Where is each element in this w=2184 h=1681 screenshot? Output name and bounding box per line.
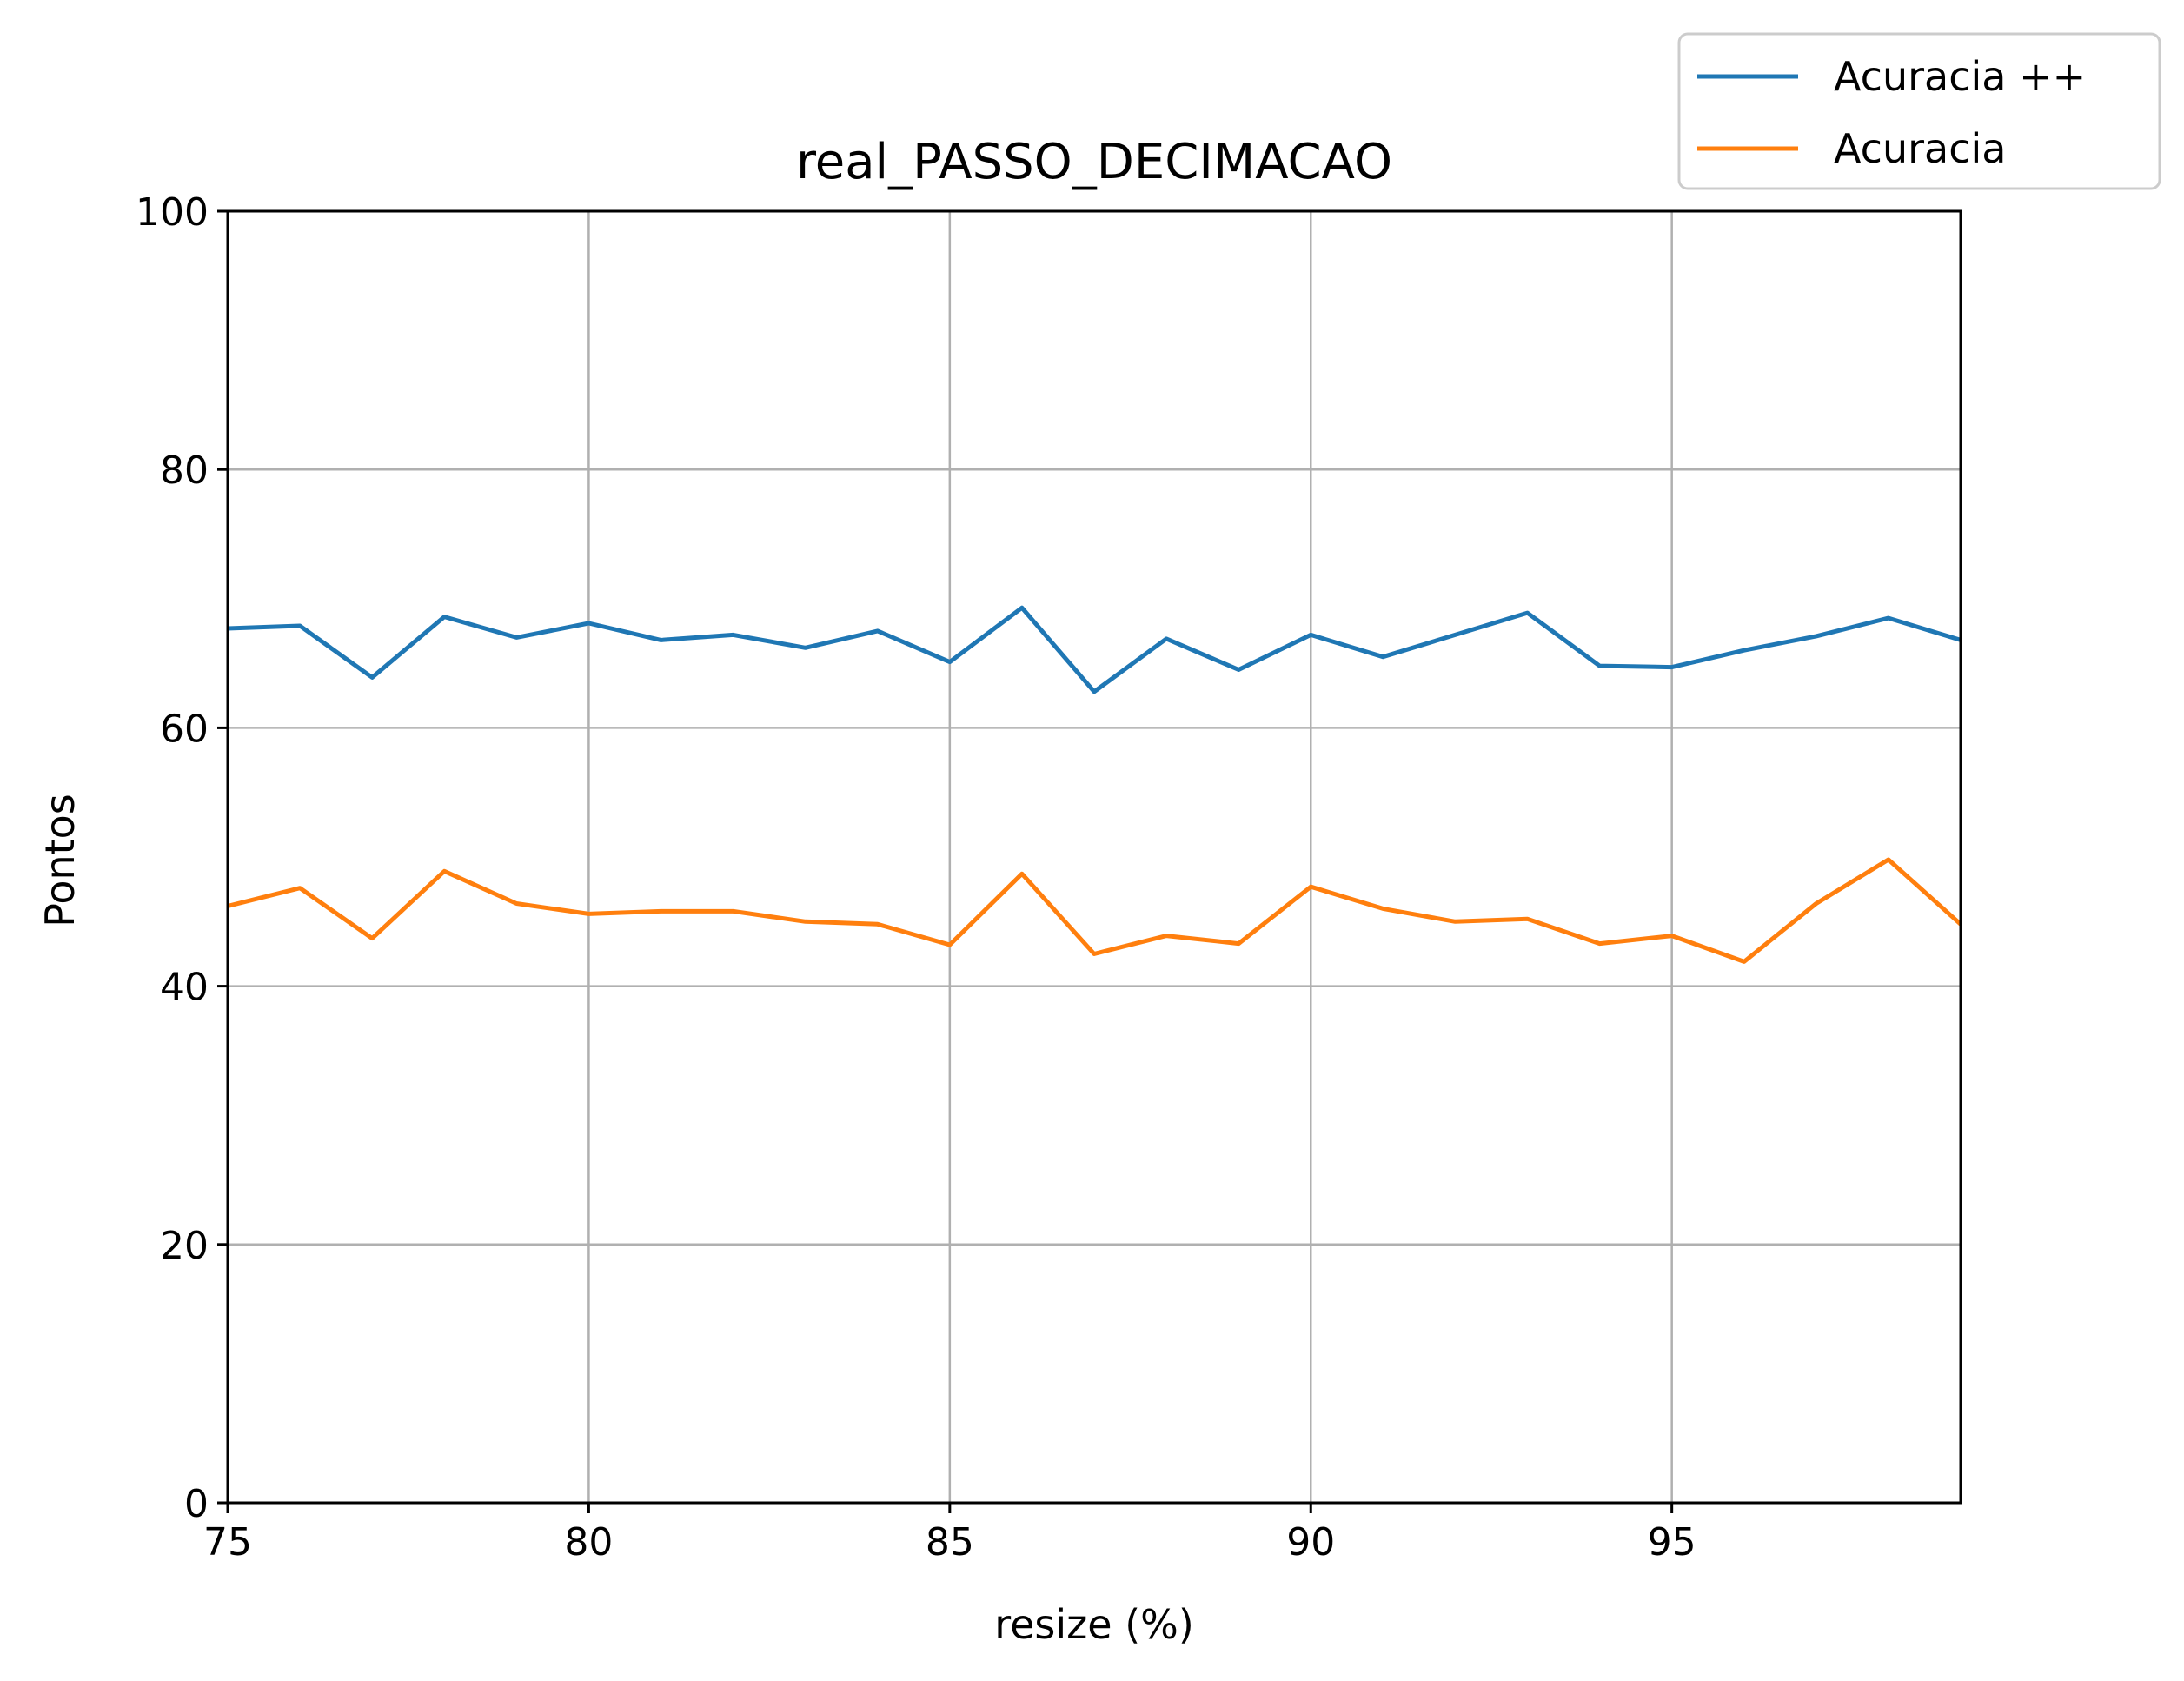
series-line-2 — [228, 857, 1961, 964]
y-tick-label: 80 — [160, 448, 209, 493]
x-tick-label: 95 — [1648, 1520, 1696, 1565]
x-tick-label: 80 — [564, 1520, 613, 1565]
x-tick-label: 90 — [1286, 1520, 1335, 1565]
x-tick-label: 85 — [926, 1520, 974, 1565]
x-axis-label: resize (%) — [994, 1601, 1194, 1648]
y-tick-label: 40 — [160, 966, 209, 1010]
legend-box — [1677, 32, 2161, 190]
series-lines — [228, 605, 1961, 964]
plot-frame — [226, 209, 1962, 1505]
grid-lines — [226, 209, 1961, 1505]
y-tick-label: 60 — [160, 707, 209, 751]
legend-label: Acuracia — [1834, 125, 2006, 172]
y-tick-label: 100 — [136, 190, 209, 235]
y-axis-label: Pontos — [37, 794, 83, 927]
legend-label: Acuracia ++ — [1834, 53, 2086, 100]
y-tick-label: 20 — [160, 1224, 209, 1268]
series-line-1 — [228, 605, 1961, 694]
x-tick-label: 75 — [203, 1520, 252, 1565]
chart-title: real_PASSO_DECIMACAO — [796, 134, 1392, 190]
y-tick-label: 0 — [184, 1482, 209, 1526]
axis-ticks: 75 80 85 90 95 0 20 40 60 80 100 — [136, 190, 1696, 1565]
legend[interactable]: Acuracia ++ Acuracia — [1677, 32, 2161, 190]
